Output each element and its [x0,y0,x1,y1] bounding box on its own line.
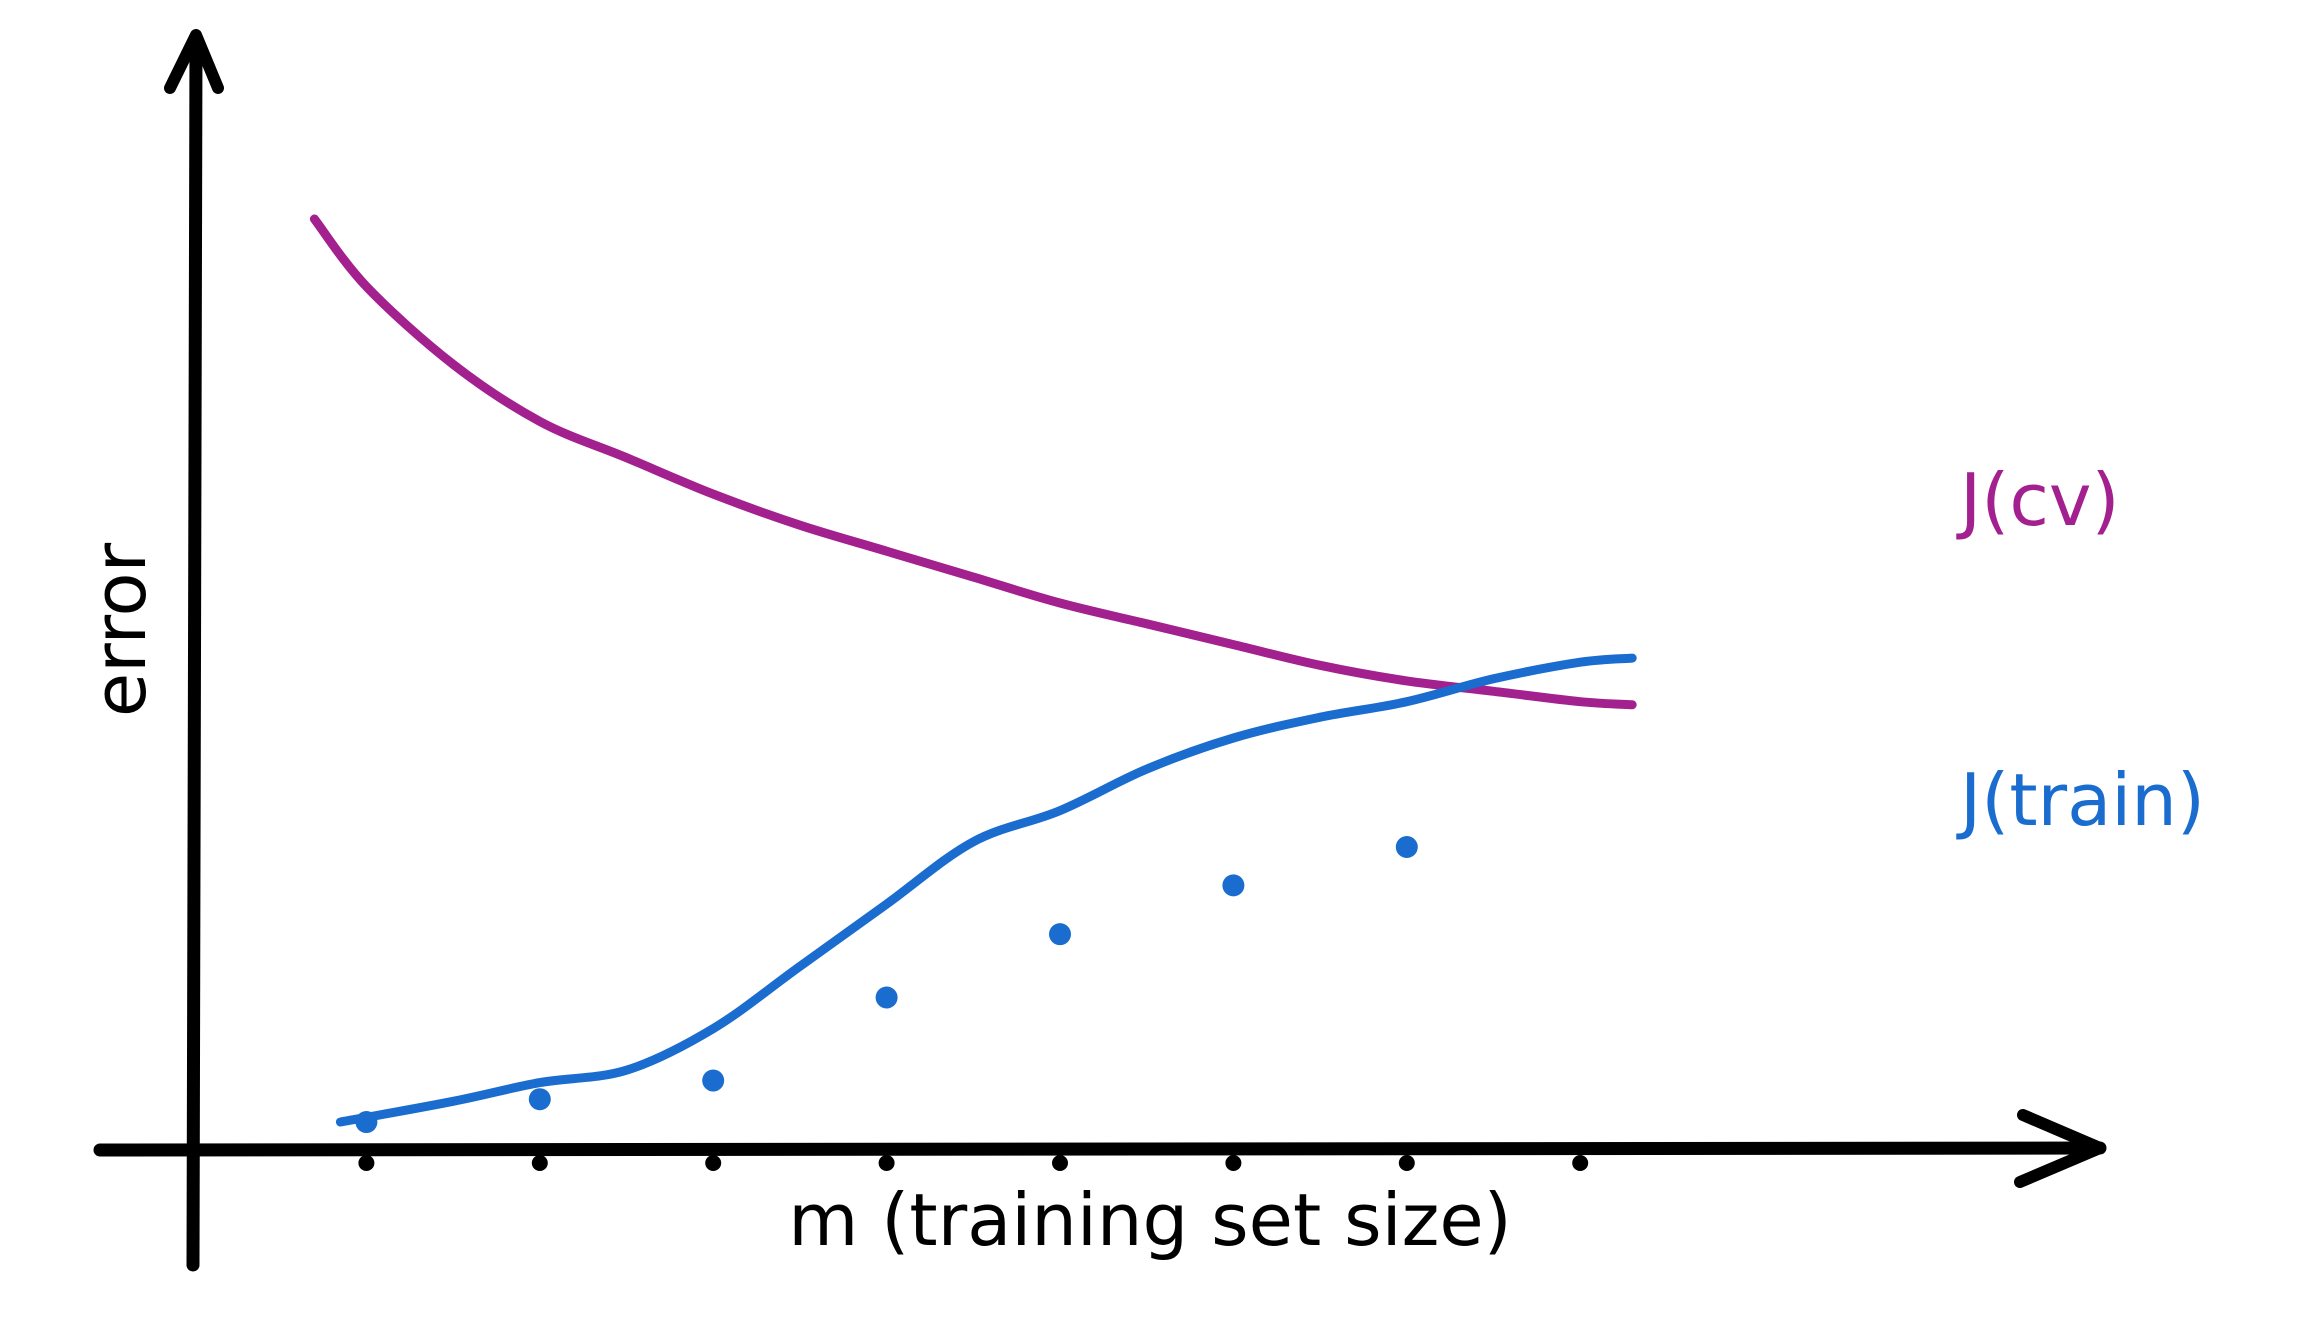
x-axis-label: m (training set size) [788,1178,1512,1262]
x-ticks [358,1155,1589,1171]
series-label-cv: J(cv) [1956,458,2120,542]
x-tick-1 [358,1155,375,1171]
data-point-4 [875,986,898,1009]
x-tick-4 [878,1155,895,1171]
y-axis-label: error [78,542,162,717]
data-point-6 [1222,874,1245,897]
x-axis-line [93,1141,2107,1157]
x-tick-5 [1052,1155,1068,1171]
x-tick-3 [705,1155,722,1171]
x-tick-6 [1225,1155,1242,1171]
axes [93,29,2107,1272]
data-point-1 [355,1111,378,1134]
series-line-jtrain [335,653,1637,1127]
train-points [355,835,1418,1134]
y-axis-line [186,31,203,1272]
x-tick-7 [1398,1155,1415,1171]
data-point-7 [1395,835,1418,858]
data-point-2 [528,1088,551,1111]
series-line-jcv [309,214,1637,710]
data-point-5 [1049,923,1071,946]
y-axis-arrowhead [164,29,224,94]
data-point-3 [702,1069,725,1092]
x-tick-8 [1572,1155,1589,1171]
x-axis-arrowhead [2014,1109,2106,1188]
x-tick-2 [531,1155,548,1171]
series [309,214,1637,1127]
series-label-train: J(train) [1956,758,2205,842]
